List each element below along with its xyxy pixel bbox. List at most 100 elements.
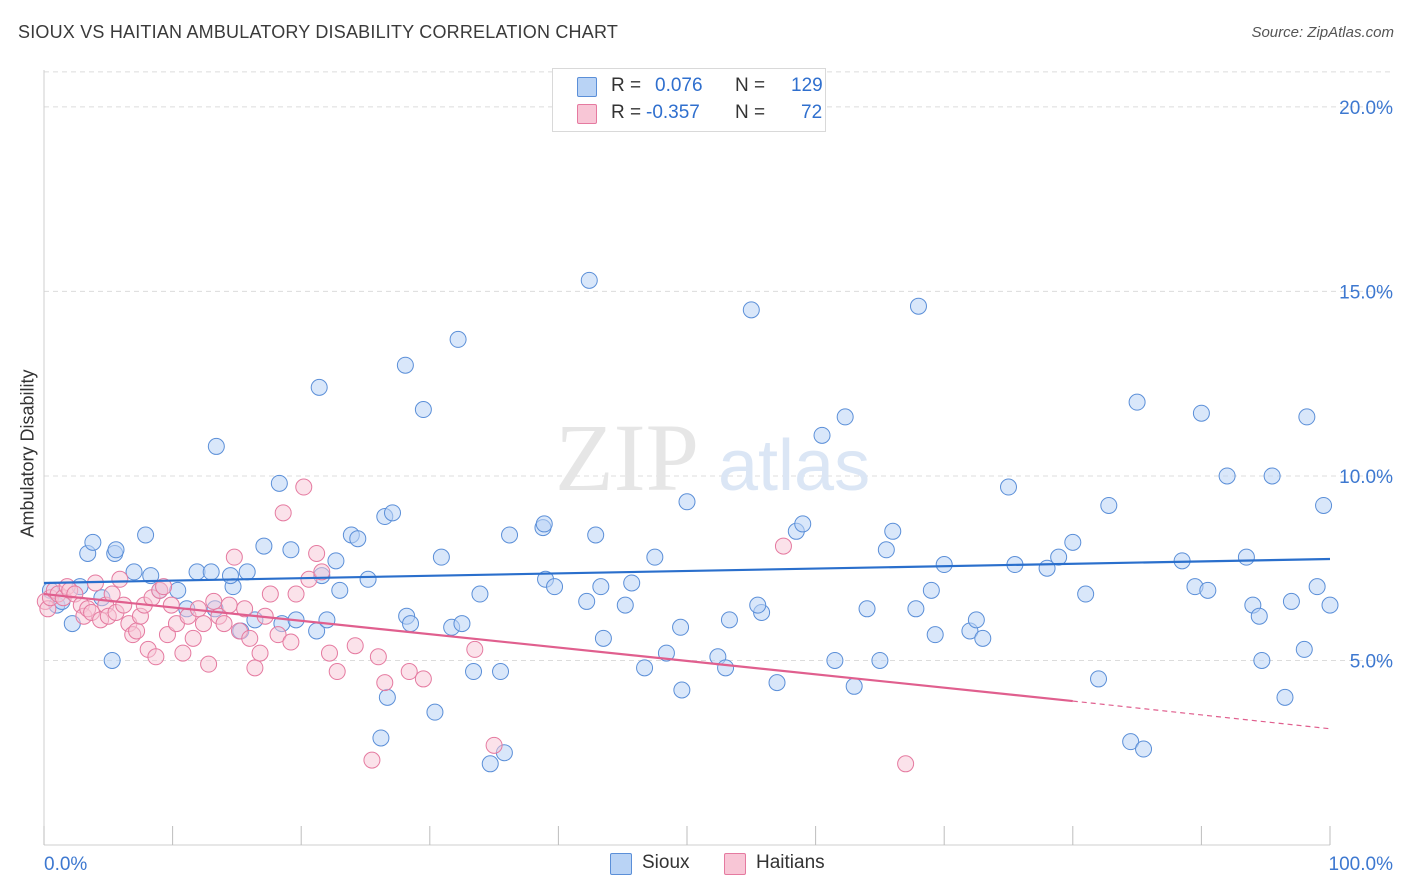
data-point-haitians	[369, 648, 387, 666]
data-point-haitians	[274, 504, 292, 522]
data-point-sioux	[1250, 607, 1268, 625]
y-tick-label: 15.0%	[1339, 282, 1393, 303]
data-point-haitians	[287, 585, 305, 603]
legend-n-label: N =	[735, 102, 766, 123]
data-point-sioux	[414, 401, 432, 419]
data-point-sioux	[858, 600, 876, 618]
data-point-sioux	[221, 567, 239, 585]
legend-label-haitians: Haitians	[756, 852, 825, 873]
series-sioux	[41, 271, 1339, 773]
source-label: Source: ZipAtlas.com	[1251, 24, 1394, 41]
legend-n-label: N =	[735, 75, 766, 96]
data-point-sioux	[657, 644, 675, 662]
data-point-haitians	[400, 663, 418, 681]
data-point-sioux	[672, 618, 690, 636]
data-point-sioux	[1263, 467, 1281, 485]
data-point-sioux	[372, 729, 390, 747]
data-point-sioux	[282, 541, 300, 559]
legend-r-label: R =	[611, 75, 642, 96]
data-point-haitians	[128, 622, 146, 640]
data-point-sioux	[402, 615, 420, 633]
legend-swatch-sioux	[610, 853, 632, 875]
data-point-haitians	[346, 637, 364, 655]
correlation-legend: R = 0.076 N = 129 R = -0.357 N = 72	[552, 68, 826, 132]
data-point-sioux	[616, 596, 634, 614]
data-point-sioux	[1000, 478, 1017, 496]
data-point-sioux	[926, 626, 944, 644]
data-point-haitians	[466, 640, 484, 658]
data-point-sioux	[768, 674, 786, 692]
data-point-sioux	[207, 437, 225, 455]
data-point-sioux	[255, 537, 273, 555]
data-point-sioux	[310, 378, 328, 396]
x-tick-label: 100.0%	[1329, 854, 1394, 875]
data-point-sioux	[967, 611, 985, 629]
data-point-sioux	[125, 563, 143, 581]
data-point-sioux	[1100, 496, 1118, 514]
data-point-sioux	[836, 408, 854, 426]
data-point-sioux	[636, 659, 654, 677]
data-point-sioux	[826, 651, 844, 669]
legend-label-sioux: Sioux	[642, 852, 690, 873]
data-point-haitians	[897, 755, 915, 773]
data-point-sioux	[594, 629, 612, 647]
data-point-haitians	[241, 629, 259, 647]
data-point-haitians	[246, 659, 264, 677]
data-point-haitians	[308, 544, 326, 562]
data-point-haitians	[174, 644, 192, 662]
data-point-sioux	[1253, 651, 1271, 669]
data-point-haitians	[261, 585, 279, 603]
y-tick-label: 5.0%	[1350, 651, 1393, 672]
data-point-sioux	[142, 567, 160, 585]
data-point-haitians	[328, 663, 346, 681]
data-point-sioux	[471, 585, 489, 603]
data-point-sioux	[359, 570, 377, 588]
data-point-sioux	[188, 563, 206, 581]
data-point-haitians	[225, 548, 243, 566]
data-point-sioux	[481, 755, 499, 773]
data-point-haitians	[376, 674, 394, 692]
data-point-haitians	[313, 563, 331, 581]
legend-r-label: R =	[611, 102, 642, 123]
data-point-sioux	[1135, 740, 1153, 758]
data-point-sioux	[1218, 467, 1236, 485]
data-point-haitians	[295, 478, 313, 496]
tick-labels: 5.0% 10.0% 15.0% 20.0% 0.0% 100.0%	[44, 98, 1393, 875]
data-point-sioux	[349, 530, 367, 548]
legend-r-value: 0.076	[655, 75, 703, 96]
data-point-sioux	[845, 677, 863, 695]
chart-title: SIOUX VS HAITIAN AMBULATORY DISABILITY C…	[18, 22, 619, 42]
data-point-sioux	[432, 548, 450, 566]
data-point-sioux	[1064, 533, 1082, 551]
data-point-haitians	[220, 596, 238, 614]
data-point-sioux	[378, 688, 396, 706]
data-point-haitians	[236, 600, 254, 618]
data-point-haitians	[251, 644, 269, 662]
data-point-haitians	[200, 655, 218, 673]
data-point-sioux	[327, 552, 345, 570]
data-point-sioux	[465, 663, 483, 681]
trend-lines	[43, 557, 1331, 730]
watermark-atlas: atlas	[718, 426, 870, 506]
data-point-sioux	[1199, 581, 1217, 599]
data-point-sioux	[396, 356, 414, 374]
legend-swatch-haitians	[724, 853, 746, 875]
trend-line-haitians-extension	[1072, 700, 1331, 730]
data-point-sioux	[1237, 548, 1255, 566]
data-point-haitians	[414, 670, 432, 688]
data-point-sioux	[384, 504, 402, 522]
data-point-sioux	[84, 533, 102, 551]
data-point-sioux	[453, 615, 471, 633]
data-point-sioux	[909, 297, 927, 315]
data-point-sioux	[587, 526, 605, 544]
data-point-sioux	[678, 493, 696, 511]
y-tick-label: 10.0%	[1339, 467, 1393, 488]
axes	[43, 70, 1331, 846]
legend-n-value: 129	[791, 75, 823, 96]
data-point-sioux	[720, 611, 738, 629]
data-point-sioux	[1122, 733, 1140, 751]
data-point-sioux	[813, 426, 831, 444]
data-point-sioux	[749, 596, 767, 614]
data-point-sioux	[318, 611, 336, 629]
legend-swatch-sioux	[577, 77, 597, 97]
